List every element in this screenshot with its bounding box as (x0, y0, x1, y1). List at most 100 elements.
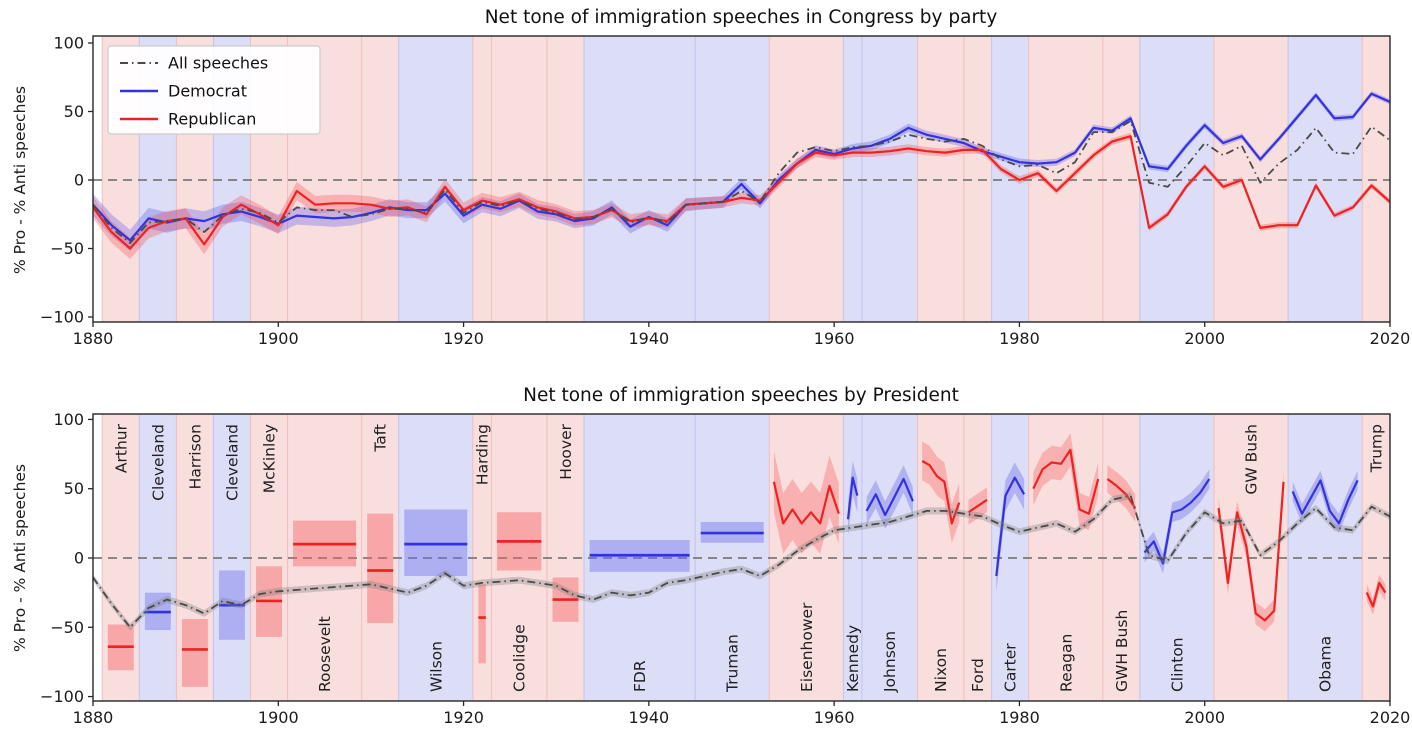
president-label-ford: Ford (969, 658, 987, 692)
x-tick-label: 1900 (258, 329, 299, 348)
carter-confidence-band (996, 462, 1025, 592)
y-tick-label: −100 (40, 687, 84, 706)
legend-label-republican: Republican (168, 110, 256, 129)
top-chart-title: Net tone of immigration speeches in Cong… (485, 7, 998, 28)
y-tick-label: −50 (50, 618, 84, 637)
harrison-confidence-box (181, 618, 208, 687)
x-tick-label: 2000 (1184, 708, 1225, 727)
harding-confidence-box (478, 584, 486, 664)
y-tick-label: 0 (74, 171, 84, 190)
x-tick-label: 2000 (1184, 329, 1225, 348)
era-band-fdr (584, 36, 696, 322)
era-band-gw-bush (1213, 36, 1289, 322)
era-band-taft (361, 36, 399, 322)
clinton-confidence-band (1144, 469, 1210, 574)
johnson-line (865, 477, 914, 517)
era-band-nixon (917, 36, 964, 322)
gwh-bush-line (1106, 478, 1137, 509)
carter-line (995, 476, 1026, 577)
obama-line (1291, 479, 1359, 525)
bottom-plot-area (93, 433, 1390, 687)
president-label-gw-bush: GW Bush (1243, 424, 1261, 495)
president-label-clinton: Clinton (1168, 637, 1186, 692)
democrat-line (93, 92, 1390, 242)
president-label-harrison: Harrison (186, 424, 204, 489)
era-band-wilson (398, 36, 473, 322)
president-label-cleveland: Cleveland (149, 424, 167, 501)
president-label-trump: Trump (1368, 424, 1386, 473)
y-tick-label: 100 (53, 410, 84, 429)
eisenhower-confidence-band (773, 451, 839, 554)
president-label-wilson: Wilson (427, 641, 445, 692)
x-tick-label: 2020 (1370, 708, 1411, 727)
president-label-coolidge: Coolidge (511, 624, 529, 692)
legend-label-democrat: Democrat (168, 82, 247, 101)
legend: All speeches Democrat Republican (107, 45, 321, 135)
era-band-gwh-bush (1102, 36, 1140, 322)
era-band-truman (695, 36, 770, 322)
era-band-coolidge (491, 36, 547, 322)
reagan-line (1032, 448, 1100, 515)
ford-line (967, 498, 988, 514)
x-tick-label: 1900 (258, 708, 299, 727)
y-tick-label: 50 (64, 102, 84, 121)
era-band-harding (472, 36, 492, 322)
era-band-clinton (1139, 36, 1214, 322)
x-tick-label: 1980 (999, 329, 1040, 348)
era-band-kennedy (843, 36, 862, 322)
era-band-kennedy (843, 414, 862, 701)
top-y-axis-label: % Pro - % Anti speeches (11, 86, 29, 274)
era-band-johnson (861, 36, 918, 322)
x-tick-label: 1960 (814, 708, 855, 727)
x-tick-label: 1920 (443, 708, 484, 727)
president-label-johnson: Johnson (881, 631, 899, 693)
legend-box (107, 45, 321, 135)
president-label-fdr: FDR (631, 660, 649, 692)
president-label-nixon: Nixon (932, 648, 950, 692)
president-label-reagan: Reagan (1057, 634, 1075, 692)
wilson-confidence-box (404, 509, 468, 577)
top-plot-area (93, 90, 1390, 260)
era-band-obama (1288, 36, 1363, 322)
x-tick-label: 1940 (628, 708, 669, 727)
president-label-obama: Obama (1317, 636, 1335, 692)
president-label-truman: Truman (724, 634, 742, 693)
president-label-eisenhower: Eisenhower (798, 602, 816, 692)
republican-line (93, 135, 1390, 250)
taft-confidence-box (367, 513, 394, 624)
kennedy-line (846, 476, 859, 520)
bottom-chart: Arthur Cleveland Harrison Cleveland McKinley… (40, 410, 1410, 727)
president-label-cleveland: Cleveland (223, 424, 241, 501)
y-tick-label: −100 (40, 308, 84, 327)
president-label-harding: Harding (474, 424, 492, 485)
all-speeches-line (93, 494, 1390, 629)
president-label-mckinley: McKinley (261, 424, 279, 493)
clinton-line (1143, 478, 1211, 565)
nixon-line (921, 460, 961, 525)
x-tick-label: 1880 (73, 329, 114, 348)
top-chart: 1880 1900 1920 1940 1960 1980 2000 2020 100 50 0 −5… (40, 34, 1410, 349)
president-label-carter: Carter (1002, 643, 1020, 692)
era-band-harding (472, 414, 492, 701)
plot-border (92, 35, 1391, 323)
y-tick-label: 100 (53, 34, 84, 53)
y-tick-label: 50 (64, 479, 84, 498)
x-tick-label: 1960 (814, 329, 855, 348)
president-label-kennedy: Kennedy (844, 625, 862, 692)
era-band-harrison (176, 414, 214, 701)
eisenhower-line (772, 481, 840, 525)
gwh-bush-confidence-band (1107, 465, 1136, 522)
y-tick-label: −50 (50, 239, 84, 258)
era-band-reagan (1028, 36, 1103, 322)
x-tick-label: 2020 (1370, 329, 1411, 348)
gw-bush-line (1217, 481, 1285, 622)
reagan-confidence-band (1033, 433, 1099, 531)
trump-line (1365, 581, 1387, 608)
x-tick-label: 1880 (73, 708, 114, 727)
era-band-trump (1362, 36, 1390, 322)
all-speeches-confidence-band (93, 492, 1390, 631)
president-label-roosevelt: Roosevelt (316, 616, 334, 692)
republican-confidence-band (93, 132, 1390, 260)
kennedy-confidence-band (848, 461, 858, 536)
